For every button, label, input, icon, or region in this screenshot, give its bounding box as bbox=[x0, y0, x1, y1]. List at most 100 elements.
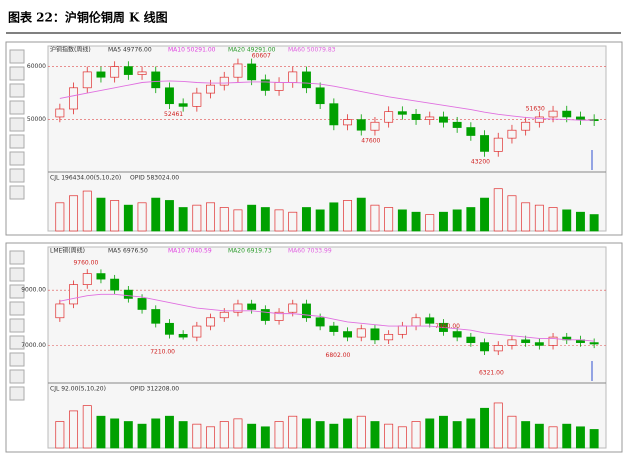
candle-body bbox=[411, 113, 421, 120]
volume-bar bbox=[589, 429, 599, 449]
candle-body bbox=[96, 71, 106, 78]
candle-body bbox=[315, 87, 325, 105]
header-text: MA10 50291.00 bbox=[168, 47, 216, 54]
candle-body bbox=[192, 92, 202, 107]
volume-bar bbox=[356, 415, 366, 449]
volume-bar bbox=[575, 211, 585, 232]
volume-bar bbox=[96, 415, 106, 449]
volume-bar bbox=[452, 421, 462, 449]
header-text: MA20 6919.73 bbox=[228, 248, 272, 255]
volume-bar bbox=[534, 423, 544, 449]
volume-bar bbox=[562, 423, 572, 449]
volume-bar bbox=[548, 426, 558, 449]
candle-body bbox=[534, 116, 544, 123]
candle-body bbox=[315, 317, 325, 327]
volume-bar bbox=[260, 426, 270, 449]
candle-body bbox=[425, 317, 435, 324]
volume-bar bbox=[82, 190, 92, 232]
candle-body bbox=[233, 63, 243, 78]
candle-body bbox=[384, 333, 394, 341]
volume-bar bbox=[178, 421, 188, 449]
volume-bar bbox=[452, 209, 462, 232]
volume-bar bbox=[493, 402, 503, 449]
volume-bar bbox=[356, 197, 366, 232]
candle-body bbox=[356, 328, 366, 338]
volume-bar bbox=[329, 202, 339, 232]
header-text: MA10 7040.59 bbox=[168, 248, 212, 255]
tool-button bbox=[9, 284, 25, 299]
header-text: MA60 50079.83 bbox=[288, 47, 336, 54]
volume-bar bbox=[206, 202, 216, 232]
volume-bar bbox=[247, 423, 257, 449]
volume-bar bbox=[343, 418, 353, 449]
volume-bar bbox=[521, 202, 531, 232]
volume-bar bbox=[384, 207, 394, 232]
candle-body bbox=[219, 311, 229, 319]
candle-body bbox=[507, 129, 517, 139]
candle-body bbox=[493, 137, 503, 152]
candle-body bbox=[301, 71, 311, 89]
candle-body bbox=[164, 322, 174, 335]
tool-button bbox=[9, 369, 25, 384]
candle-body bbox=[151, 71, 161, 89]
candle-body bbox=[548, 110, 558, 118]
volume-bar bbox=[507, 415, 517, 449]
volume-bar bbox=[425, 418, 435, 449]
tool-button bbox=[9, 49, 25, 64]
candle-body bbox=[206, 317, 216, 327]
volume-bar bbox=[110, 418, 120, 449]
volume-bar bbox=[219, 421, 229, 449]
annotation: 52461 bbox=[164, 111, 183, 118]
candle-body bbox=[274, 82, 284, 91]
volume-bar bbox=[534, 204, 544, 232]
volume-bar bbox=[397, 426, 407, 449]
annotation: 9760.00 bbox=[73, 259, 98, 266]
candle-body bbox=[178, 103, 188, 107]
annotation: 47600 bbox=[361, 137, 380, 144]
tool-button bbox=[9, 335, 25, 350]
volume-bar bbox=[521, 421, 531, 449]
candle-body bbox=[370, 328, 380, 341]
candle-body bbox=[192, 325, 202, 338]
tool-button bbox=[9, 386, 25, 401]
chart-name: 沪铜指数(周线) bbox=[50, 46, 91, 54]
volume-bar bbox=[575, 426, 585, 449]
volume-bar bbox=[82, 405, 92, 449]
tool-button bbox=[9, 301, 25, 316]
volume-bar bbox=[69, 195, 79, 232]
tool-button bbox=[9, 318, 25, 333]
annotation: 7210.00 bbox=[150, 349, 175, 356]
volume-bar bbox=[288, 211, 298, 232]
candle-body bbox=[82, 273, 92, 285]
annotation: 43200 bbox=[471, 159, 490, 166]
header-text: MA5 6976.50 bbox=[108, 248, 148, 255]
candle-body bbox=[123, 66, 133, 75]
volume-bar bbox=[301, 418, 311, 449]
candle-body bbox=[384, 111, 394, 123]
volume-bar bbox=[562, 209, 572, 232]
volume-bar bbox=[343, 200, 353, 232]
volume-bar bbox=[55, 202, 65, 232]
candle-body bbox=[343, 119, 353, 126]
tool-button bbox=[9, 250, 25, 265]
candle-body bbox=[329, 103, 339, 126]
y-tick-label: 9000.00 bbox=[21, 287, 46, 294]
candle-body bbox=[589, 342, 599, 345]
candle-body bbox=[370, 121, 380, 131]
volume-bar bbox=[438, 211, 448, 232]
candle-body bbox=[260, 79, 270, 91]
chart-name: LME铜(周线) bbox=[50, 247, 85, 255]
volume-bar bbox=[192, 204, 202, 232]
candle-body bbox=[452, 121, 462, 128]
volume-bar bbox=[480, 197, 490, 232]
plot-area bbox=[47, 246, 607, 449]
volume-header: OPID 312208.00 bbox=[130, 386, 179, 393]
candle-body bbox=[260, 309, 270, 321]
annotation: 60607 bbox=[252, 53, 271, 60]
volume-bar bbox=[411, 211, 421, 232]
tool-button bbox=[9, 185, 25, 200]
candle-body bbox=[425, 116, 435, 120]
volume-bar bbox=[233, 209, 243, 232]
volume-bar bbox=[219, 207, 229, 232]
candle-body bbox=[438, 116, 448, 123]
